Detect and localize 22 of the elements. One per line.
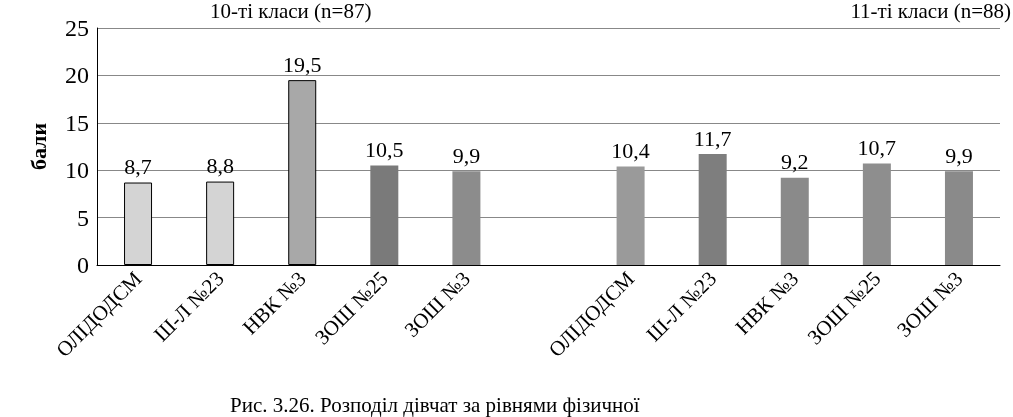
y-tick-label: 5 <box>77 204 89 231</box>
data-label: 10,4 <box>611 137 650 163</box>
y-tick-label: 15 <box>65 109 89 136</box>
bar <box>370 165 399 265</box>
text: 10-ті класи (n=87) <box>210 0 372 23</box>
bar <box>616 166 645 265</box>
data-label: 19,5 <box>282 51 322 77</box>
y-tick-label: 20 <box>65 62 89 89</box>
text: Рис. 3.26. Розподіл дівчат за рівнями фізичної <box>230 392 640 417</box>
y-axis-title: бали <box>25 122 51 171</box>
data-label: 10,7 <box>857 135 897 161</box>
data-label: 11,7 <box>693 125 732 151</box>
text: 11-ті класи (n=88) <box>850 0 1012 23</box>
y-tick-label: 0 <box>77 252 89 278</box>
data-label: 8,8 <box>206 153 234 179</box>
data-label: 9,9 <box>945 142 973 168</box>
data-label: 9,2 <box>781 149 809 175</box>
y-tick-label: 25 <box>65 15 89 41</box>
data-label: 10,5 <box>365 136 404 162</box>
data-label: 8,7 <box>124 154 152 180</box>
y-tick-label: 10 <box>65 157 89 184</box>
data-label: 9,9 <box>452 142 481 168</box>
